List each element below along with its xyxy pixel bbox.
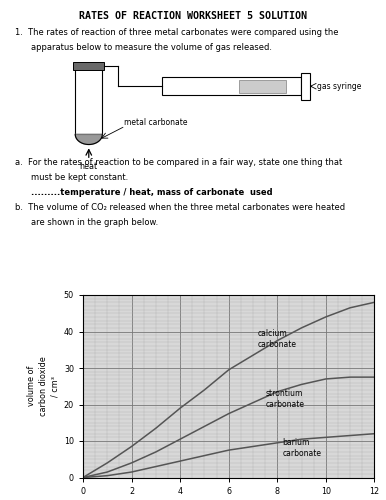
Text: calcium
carbonate: calcium carbonate	[258, 329, 297, 349]
Text: b.  The volume of CO₂ released when the three metal carbonates were heated: b. The volume of CO₂ released when the t…	[15, 203, 345, 212]
Text: gas syringe: gas syringe	[317, 82, 361, 90]
Text: are shown in the graph below.: are shown in the graph below.	[31, 218, 158, 226]
FancyBboxPatch shape	[162, 77, 301, 96]
Text: .........temperature / heat, mass of carbonate  used: .........temperature / heat, mass of car…	[31, 188, 273, 197]
Y-axis label: volume of
carbon dioxide
/ cm³: volume of carbon dioxide / cm³	[27, 356, 60, 416]
Text: metal carbonate: metal carbonate	[124, 118, 187, 127]
FancyBboxPatch shape	[75, 65, 102, 134]
Text: must be kept constant.: must be kept constant.	[31, 173, 128, 182]
Text: heat: heat	[80, 162, 98, 171]
Text: RATES OF REACTION WORKSHEET 5 SOLUTION: RATES OF REACTION WORKSHEET 5 SOLUTION	[79, 11, 307, 21]
Text: a.  For the rates of reaction to be compared in a fair way, state one thing that: a. For the rates of reaction to be compa…	[15, 158, 343, 168]
FancyBboxPatch shape	[73, 62, 104, 70]
Text: barium
carbonate: barium carbonate	[282, 438, 321, 458]
FancyBboxPatch shape	[301, 73, 310, 100]
FancyBboxPatch shape	[239, 80, 286, 92]
Polygon shape	[75, 134, 102, 144]
Text: apparatus below to measure the volume of gas released.: apparatus below to measure the volume of…	[31, 43, 272, 52]
Text: 1.  The rates of reaction of three metal carbonates were compared using the: 1. The rates of reaction of three metal …	[15, 28, 339, 37]
Text: strontium
carbonate: strontium carbonate	[265, 389, 304, 409]
